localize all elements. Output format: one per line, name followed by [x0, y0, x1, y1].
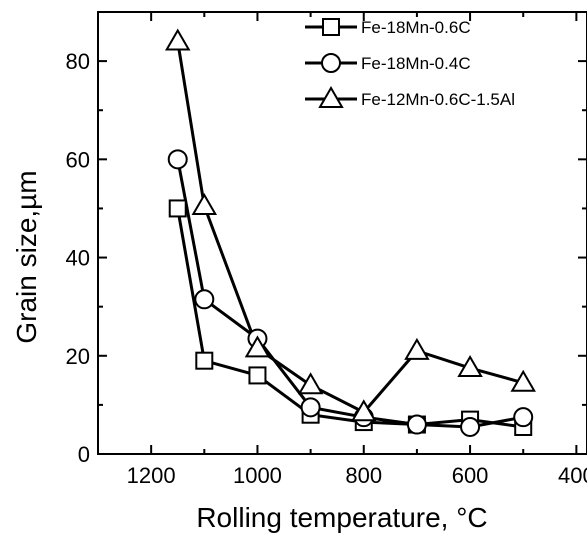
data-point-square	[195, 351, 214, 370]
data-point-circle	[167, 149, 188, 170]
series-line	[176, 41, 524, 415]
data-point-circle	[194, 289, 215, 310]
legend-label: Fe-12Mn-0.6C-1.5Al	[361, 90, 515, 109]
data-point-triangle	[510, 369, 536, 392]
series-line	[176, 159, 524, 429]
axis-ticks: 1200 1000 800 600 400 0 20 40 60 80	[66, 11, 587, 488]
data-point-circle	[460, 416, 481, 437]
data-point-circle	[513, 407, 534, 428]
legend-label: Fe-18Mn-0.4C	[361, 54, 471, 73]
data-point-circle	[406, 414, 427, 435]
data-point-triangle	[191, 192, 218, 215]
data-point-triangle	[297, 372, 324, 395]
y-tick-label: 80	[66, 49, 90, 74]
legend-label: Fe-18Mn-0.6C	[361, 18, 471, 37]
x-axis-title: Rolling temperature, °C	[196, 502, 487, 533]
series-markers-square	[168, 199, 533, 436]
y-tick-label: 60	[66, 147, 90, 172]
x-tick-label: 600	[452, 463, 489, 488]
data-series	[164, 28, 536, 437]
legend: Fe-18Mn-0.6C Fe-18Mn-0.4C Fe-12Mn-0.6C-1.5…	[305, 18, 515, 109]
x-tick-label: 800	[345, 463, 382, 488]
y-tick-label: 0	[78, 442, 90, 467]
data-point-triangle	[164, 28, 191, 51]
legend-marker-triangle	[318, 86, 344, 108]
y-tick-label: 40	[66, 246, 90, 271]
plot-area	[97, 11, 587, 455]
legend-marker-circle	[321, 53, 341, 73]
data-point-triangle	[351, 399, 377, 422]
data-point-triangle	[457, 355, 483, 378]
legend-entry: Fe-18Mn-0.4C	[305, 53, 471, 73]
series-markers-circle	[167, 149, 534, 437]
x-tick-label: 400	[558, 463, 587, 488]
data-point-circle	[300, 397, 321, 418]
legend-marker-square	[322, 18, 340, 36]
series-triangle	[176, 41, 524, 415]
data-point-square	[168, 199, 187, 218]
series-markers-triangle	[164, 28, 536, 422]
series-circle	[176, 159, 524, 429]
legend-entry: Fe-18Mn-0.6C	[305, 18, 471, 37]
plot-frame	[97, 11, 587, 455]
x-tick-label: 1200	[127, 463, 176, 488]
x-tick-label: 1000	[233, 463, 282, 488]
y-tick-label: 20	[66, 344, 90, 369]
data-point-triangle	[244, 335, 271, 358]
data-point-square	[248, 366, 267, 385]
data-point-triangle	[404, 337, 430, 360]
legend-entry: Fe-12Mn-0.6C-1.5Al	[305, 86, 515, 109]
y-axis-title: Grain size,µm	[11, 170, 42, 343]
